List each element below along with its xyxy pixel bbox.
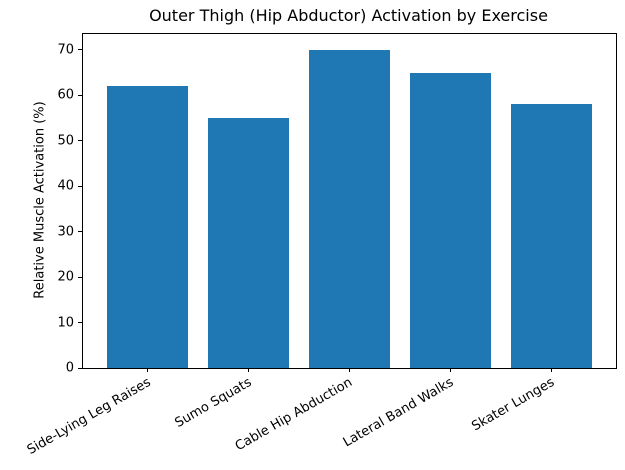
y-tick-label: 0 xyxy=(65,360,74,376)
chart-title: Outer Thigh (Hip Abductor) Activation by… xyxy=(149,6,548,25)
x-tick-mark xyxy=(550,368,552,372)
y-tick-mark xyxy=(78,322,82,324)
y-tick-label: 20 xyxy=(57,269,74,285)
y-tick-mark xyxy=(78,367,82,369)
x-tick-mark xyxy=(349,368,350,372)
plot-area: Side-Lying Leg Raises Sumo Squats Cable Hi… xyxy=(24,33,617,458)
bar-2 xyxy=(208,118,289,368)
x-tick-mark xyxy=(449,368,451,372)
y-tick-label: 70 xyxy=(57,42,74,58)
x-tick-mark xyxy=(147,368,149,372)
bar-1 xyxy=(107,86,188,368)
x-tick-label: Sumo Squats xyxy=(172,375,255,431)
y-tick-mark xyxy=(78,140,82,142)
y-tick-label: 60 xyxy=(57,87,74,103)
y-tick-mark xyxy=(78,276,82,278)
x-tick-label: Lateral Band Walks xyxy=(340,375,456,451)
y-tick-mark xyxy=(78,185,82,187)
y-tick-label: 40 xyxy=(57,178,74,194)
y-tick-mark xyxy=(78,94,82,96)
y-tick-mark xyxy=(78,231,82,233)
x-tick-label: Side-Lying Leg Raises xyxy=(24,375,154,459)
x-tick-label: Skater Lunges xyxy=(469,375,557,435)
bar-4 xyxy=(410,72,491,368)
bar-5 xyxy=(511,104,592,368)
x-tick-mark xyxy=(248,368,250,372)
bar-3 xyxy=(309,49,390,368)
y-axis-label: Relative Muscle Activation (%) xyxy=(32,101,48,299)
y-tick-mark xyxy=(78,49,82,51)
y-tick-label: 10 xyxy=(57,315,74,331)
y-tick-label: 30 xyxy=(57,224,74,240)
y-tick-label: 50 xyxy=(57,133,74,149)
